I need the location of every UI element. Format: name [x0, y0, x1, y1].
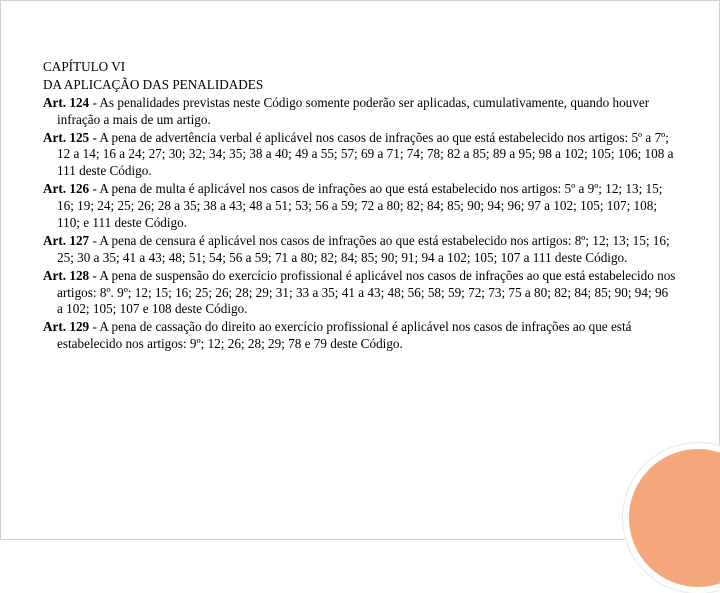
article-text: - A pena de suspensão do exercício profi… [57, 268, 675, 317]
article-text: - As penalidades previstas neste Código … [57, 95, 649, 127]
article-text: - A pena de censura é aplicável nos caso… [57, 233, 670, 265]
article-126: Art. 126 - A pena de multa é aplicável n… [43, 181, 677, 232]
article-label: Art. 126 [43, 181, 89, 196]
article-text: - A pena de cassação do direito ao exerc… [57, 319, 631, 351]
text-content: CAPÍTULO VI DA APLICAÇÃO DAS PENALIDADES… [43, 59, 677, 354]
article-label: Art. 128 [43, 268, 89, 283]
section-title: DA APLICAÇÃO DAS PENALIDADES [43, 77, 677, 94]
article-label: Art. 124 [43, 95, 89, 110]
article-127: Art. 127 - A pena de censura é aplicável… [43, 233, 677, 267]
article-129: Art. 129 - A pena de cassação do direito… [43, 319, 677, 353]
decorative-circle-icon [623, 443, 720, 593]
chapter-heading: CAPÍTULO VI [43, 59, 677, 76]
article-128: Art. 128 - A pena de suspensão do exercí… [43, 268, 677, 319]
article-text: - A pena de multa é aplicável nos casos … [57, 181, 662, 230]
article-label: Art. 129 [43, 319, 89, 334]
article-text: - A pena de advertência verbal é aplicáv… [57, 130, 673, 179]
article-125: Art. 125 - A pena de advertência verbal … [43, 130, 677, 181]
article-124: Art. 124 - As penalidades previstas nest… [43, 95, 677, 129]
article-label: Art. 125 [43, 130, 89, 145]
article-label: Art. 127 [43, 233, 89, 248]
slide: CAPÍTULO VI DA APLICAÇÃO DAS PENALIDADES… [0, 0, 720, 540]
